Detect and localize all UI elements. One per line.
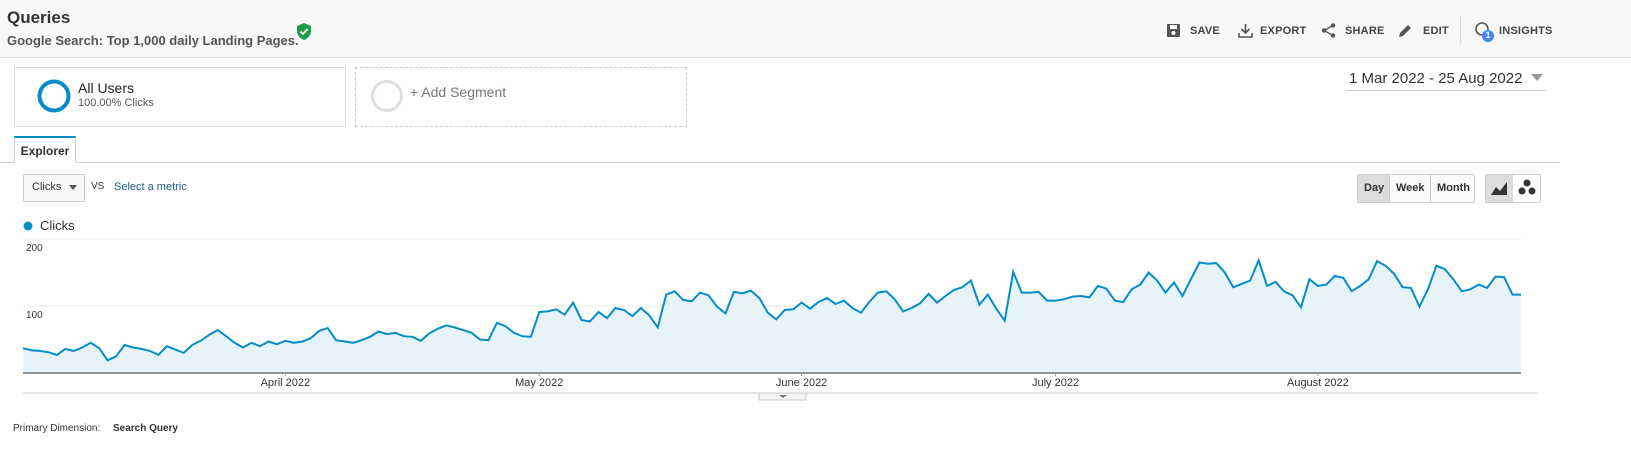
line	[22, 257, 1521, 362]
insights-badge: 1	[1485, 30, 1491, 40]
x-tick-label: August 2022	[1287, 377, 1349, 389]
segment-name: All Users	[78, 80, 135, 96]
metric-selected: Clicks	[32, 181, 62, 193]
save-button[interactable]: SAVE	[1190, 25, 1220, 37]
metric-dropdown[interactable]	[23, 174, 85, 202]
primary-dimension-label: Primary Dimension:	[13, 423, 101, 434]
metric-caret	[69, 185, 77, 190]
insights-icon	[1475, 22, 1494, 42]
tab-line	[0, 162, 1560, 163]
handle-caret	[779, 395, 787, 398]
share-button[interactable]: SHARE	[1345, 25, 1385, 37]
primary-dimension-value: Search Query	[113, 423, 179, 434]
date-caret	[1531, 74, 1543, 81]
title: Queries	[7, 8, 71, 27]
chart-type-group	[1485, 174, 1541, 203]
x-tick-label: July 2022	[1032, 377, 1079, 389]
x-tick-label: April 2022	[261, 377, 311, 389]
save-icon	[1167, 24, 1180, 37]
export-icon	[1238, 24, 1253, 38]
line-chart-icon	[1491, 182, 1507, 195]
share-icon	[1321, 23, 1336, 38]
motion-chart-icon[interactable]	[1516, 178, 1538, 198]
month-button[interactable]: Month	[1437, 182, 1470, 194]
edit-icon	[1399, 25, 1411, 37]
y-tick-label: 200	[26, 243, 43, 254]
divider	[1389, 175, 1390, 202]
granularity-active	[1358, 175, 1389, 202]
explorer-tab[interactable]: Explorer	[14, 136, 76, 163]
date-range[interactable]: 1 Mar 2022 - 25 Aug 2022	[1349, 70, 1523, 87]
divider	[1460, 16, 1461, 44]
subtitle: Google Search: Top 1,000 daily Landing P…	[7, 33, 299, 48]
select-metric[interactable]: Select a metric	[114, 181, 187, 193]
header-bar	[0, 0, 1631, 58]
line-chart-button[interactable]	[1486, 175, 1513, 202]
add-segment-card[interactable]	[355, 67, 687, 127]
segment-detail: 100.00% Clicks	[78, 97, 154, 109]
vs-label: VS	[91, 181, 105, 192]
x-tick-label: May 2022	[515, 377, 563, 389]
day-button[interactable]: Day	[1364, 182, 1385, 194]
legend-label: Clicks	[40, 218, 75, 233]
insights-button[interactable]: INSIGHTS	[1499, 25, 1553, 37]
verified-icon	[297, 23, 311, 40]
export-button[interactable]: EXPORT	[1260, 25, 1307, 37]
segment-ring	[37, 79, 71, 113]
add-segment[interactable]: + Add Segment	[410, 84, 507, 100]
legend-marker	[23, 221, 33, 231]
date-underline	[1346, 90, 1546, 91]
x-tick-label: June 2022	[776, 377, 827, 389]
divider	[1430, 175, 1431, 202]
edit-button[interactable]: EDIT	[1423, 25, 1449, 37]
week-button[interactable]: Week	[1396, 182, 1425, 194]
chart: Clicks 100 200 April 2022 May 2022 June 2022 J…	[22, 218, 1538, 401]
add-segment-ring	[371, 80, 403, 112]
y-tick-label: 100	[26, 310, 43, 321]
